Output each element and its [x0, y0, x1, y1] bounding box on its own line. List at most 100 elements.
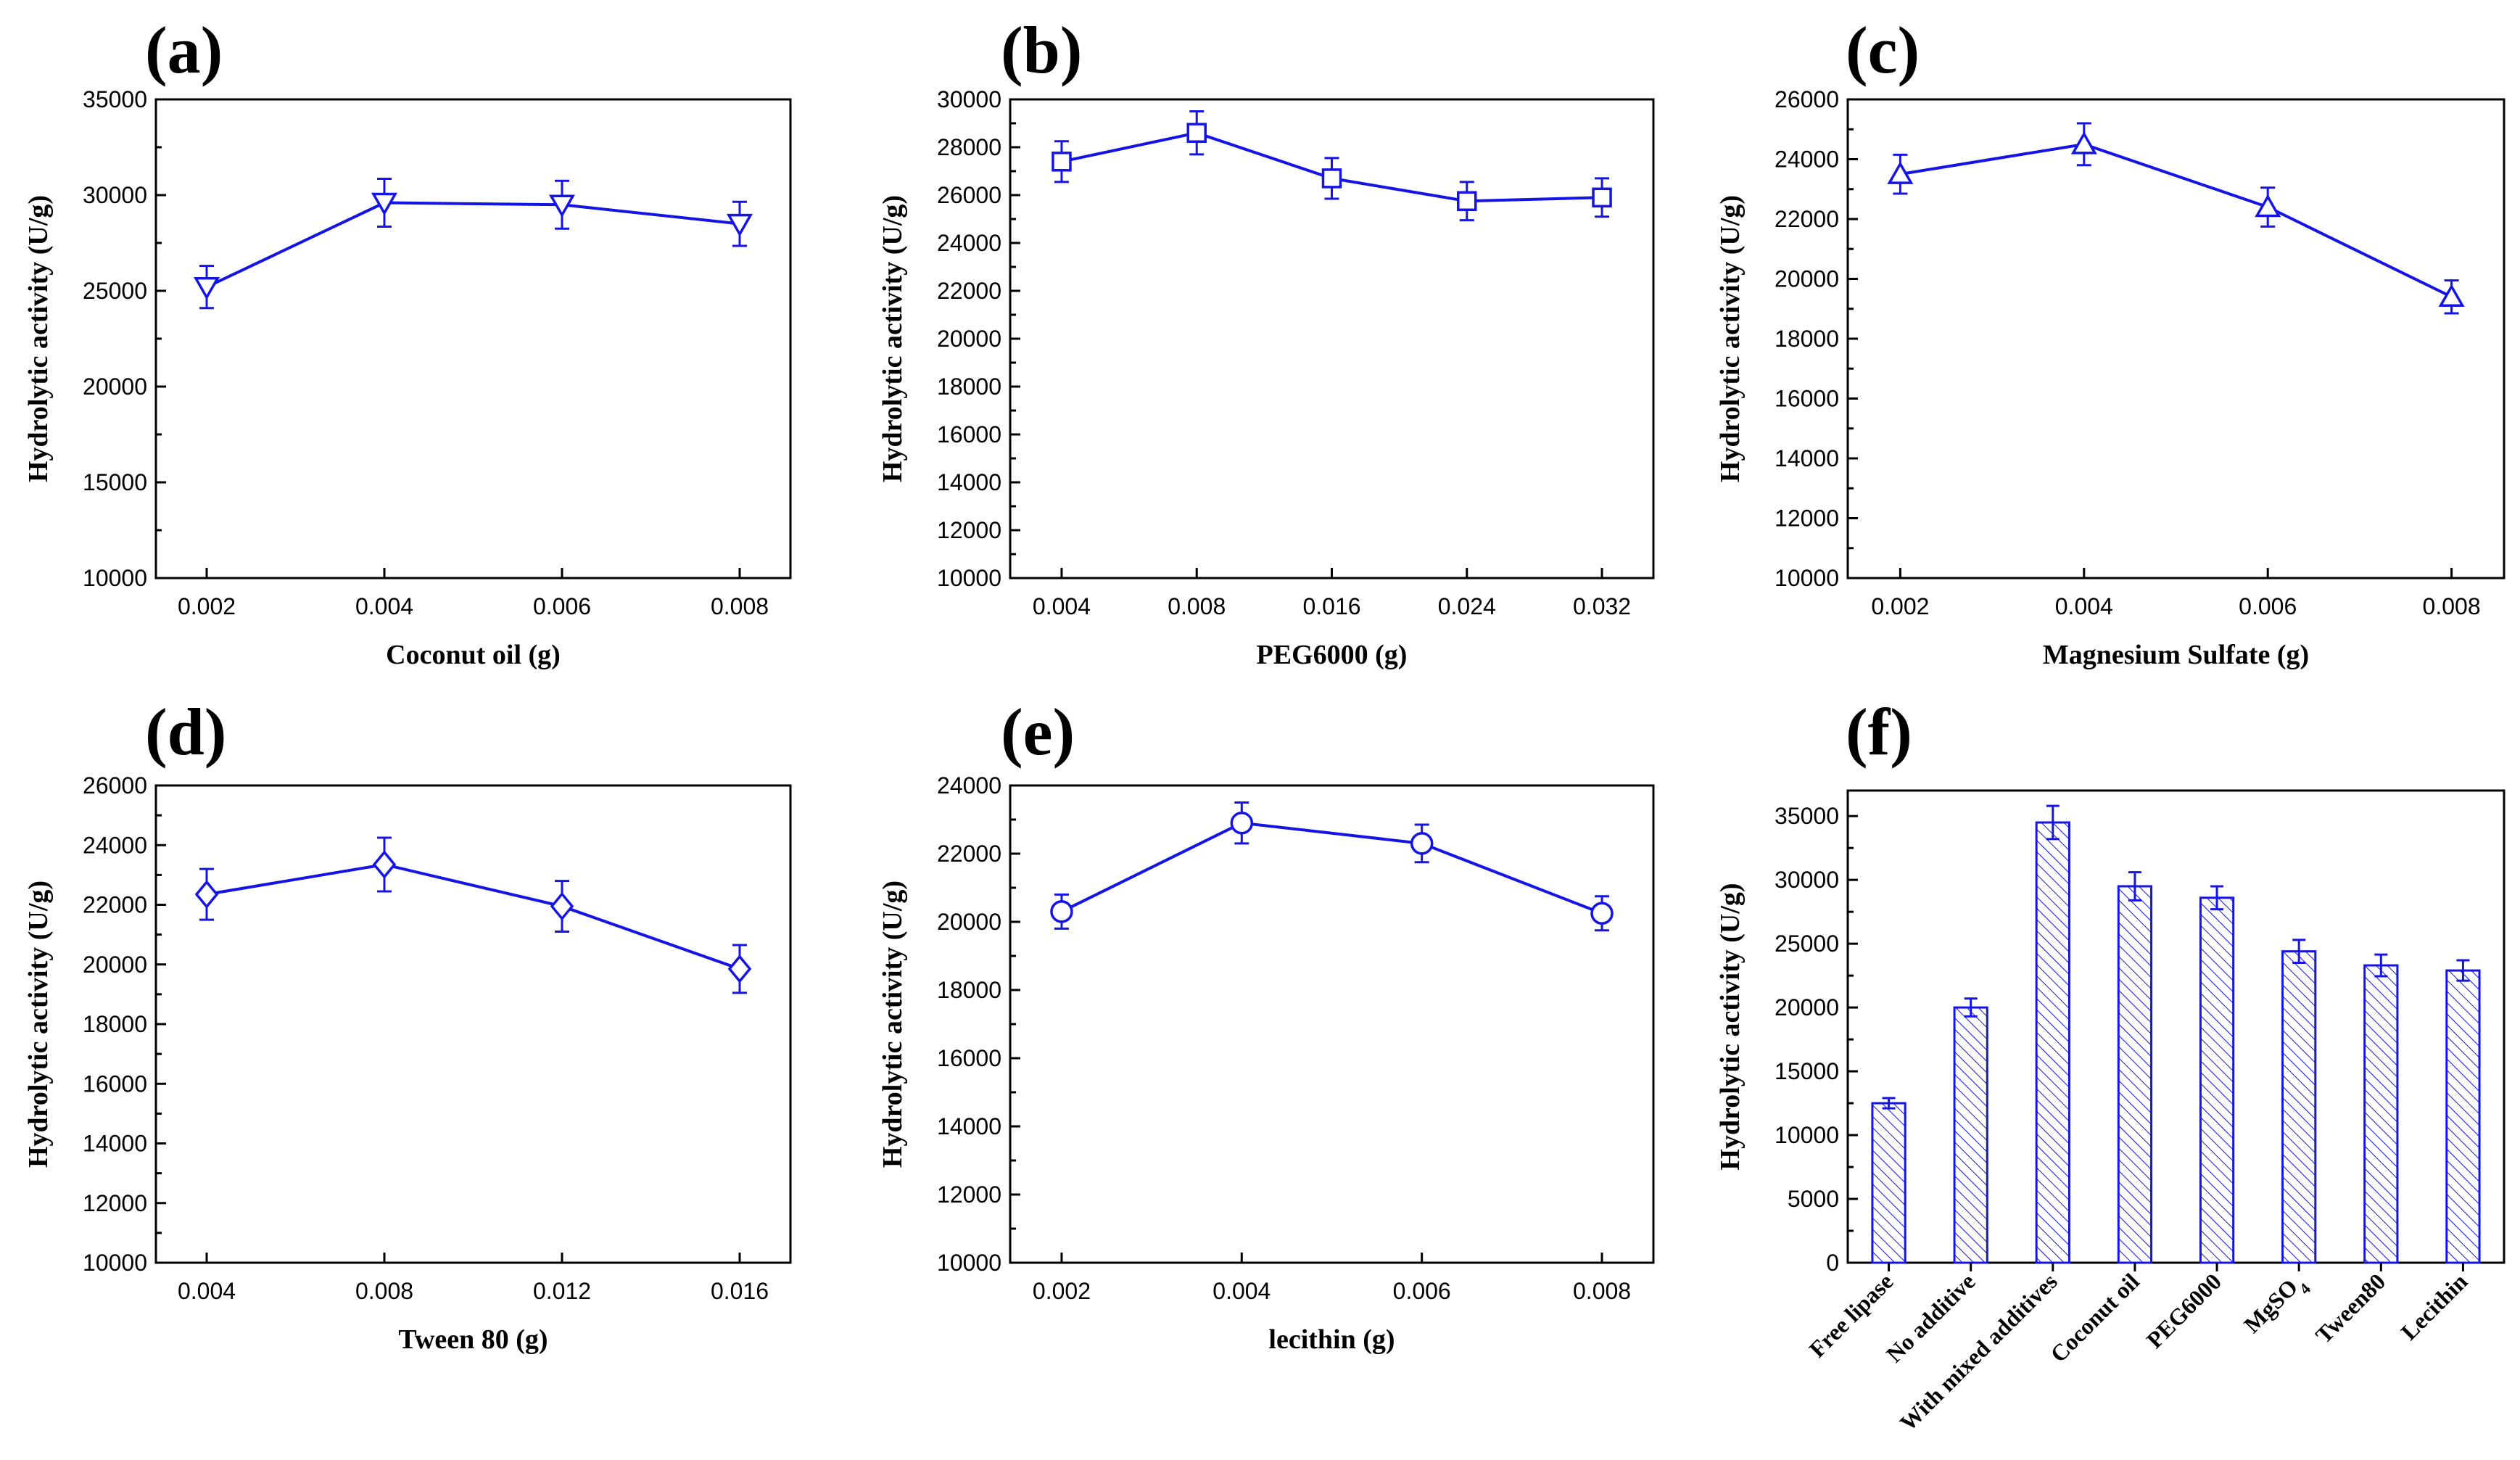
x-axis-title: lecithin (g) — [1268, 1324, 1395, 1355]
panel-label: (f) — [1846, 695, 1912, 769]
panel-e-lecithin: (e) 10000 12000 14000 16000 18000 20000 22000 24… — [877, 695, 1655, 1355]
y-tick-label: 26000 — [1775, 86, 1839, 112]
y-tick-label: 30000 — [83, 182, 147, 208]
y-tick-label: 24000 — [937, 230, 1001, 256]
bar — [2363, 964, 2399, 1264]
y-tick-label: 26000 — [937, 182, 1001, 208]
data-point-marker — [1052, 152, 1072, 172]
y-axis-title: Hydrolytic activity (U/g) — [877, 195, 908, 482]
y-tick-label: 18000 — [937, 374, 1001, 400]
y-tick-label: 20000 — [937, 326, 1001, 352]
y-tick-label: 26000 — [83, 772, 147, 799]
y-tick-label: 5000 — [1788, 1186, 1839, 1212]
y-tick-label: 20000 — [1775, 266, 1839, 292]
x-tick-label: 0.008 — [711, 593, 769, 619]
plot-frame — [154, 784, 792, 1264]
data-point-marker — [548, 194, 576, 218]
y-tick-label: 12000 — [937, 517, 1001, 543]
x-tick-label: 0.002 — [1033, 1278, 1091, 1304]
y-tick-label: 20000 — [83, 952, 147, 978]
y-tick-label: 14000 — [1775, 445, 1839, 471]
category-label: Tween80 — [2310, 1268, 2391, 1348]
y-tick-label: 18000 — [83, 1011, 147, 1037]
x-tick-label: 0.024 — [1438, 593, 1496, 619]
data-point-marker — [1457, 191, 1477, 211]
y-tick-label: 10000 — [937, 1250, 1001, 1276]
category-label: Lecithin — [2395, 1268, 2472, 1345]
x-tick-label: 0.016 — [1302, 593, 1360, 619]
y-tick-label: 14000 — [937, 469, 1001, 495]
y-tick-label: 22000 — [1775, 206, 1839, 232]
plot-frame — [154, 98, 792, 580]
data-point-marker — [1592, 187, 1612, 208]
panel-label: (e) — [1001, 695, 1075, 769]
y-axis-title: Hydrolytic activity (U/g) — [23, 195, 54, 482]
y-tick-label: 20000 — [937, 909, 1001, 935]
y-tick-label: 16000 — [937, 1045, 1001, 1071]
y-tick-label: 18000 — [937, 977, 1001, 1003]
y-tick-label: 10000 — [83, 1250, 147, 1276]
x-tick-label: 0.012 — [533, 1278, 591, 1304]
y-tick-label: 15000 — [1775, 1058, 1839, 1084]
x-tick-label: 0.006 — [2239, 593, 2297, 619]
y-tick-label: 28000 — [937, 134, 1001, 160]
y-tick-label: 0 — [1826, 1250, 1839, 1276]
y-tick-label: 22000 — [937, 841, 1001, 867]
data-point-marker — [372, 850, 397, 879]
y-tick-label: 12000 — [83, 1190, 147, 1216]
data-point-marker — [2070, 131, 2097, 154]
category-label: MgSO4 — [2239, 1268, 2314, 1343]
data-point-marker — [726, 213, 753, 237]
plot-frame — [1846, 789, 2505, 1264]
panel-label: (a) — [145, 13, 223, 87]
y-tick-label: 16000 — [1775, 386, 1839, 412]
data-point-marker — [1321, 168, 1342, 189]
y-tick-label: 20000 — [1775, 994, 1839, 1020]
x-axis-title: Tween 80 (g) — [398, 1324, 548, 1355]
data-point-marker — [371, 192, 398, 216]
series-line — [206, 862, 740, 970]
y-tick-label: 16000 — [937, 421, 1001, 448]
x-axis-title: Magnesium Sulfate (g) — [2043, 640, 2309, 670]
y-tick-label: 14000 — [937, 1113, 1001, 1139]
y-tick-label: 16000 — [83, 1071, 147, 1097]
y-tick-label: 18000 — [1775, 326, 1839, 352]
x-tick-label: 0.004 — [178, 1278, 236, 1304]
x-tick-label: 0.032 — [1573, 593, 1631, 619]
data-point-marker — [1050, 900, 1073, 923]
bar — [2035, 821, 2070, 1264]
panel-label: (d) — [145, 695, 226, 769]
x-tick-label: 0.004 — [2055, 593, 2113, 619]
data-point-marker — [550, 891, 574, 921]
data-point-marker — [1590, 902, 1614, 925]
panel-a-coconut-oil: (a) 10000 15000 20000 25000 30000 35000 Hydroly… — [23, 13, 792, 670]
y-tick-label: 35000 — [1775, 803, 1839, 829]
x-tick-label: 0.002 — [1871, 593, 1929, 619]
x-tick-label: 0.002 — [178, 593, 236, 619]
y-tick-label: 24000 — [1775, 147, 1839, 173]
y-tick-label: 25000 — [1775, 931, 1839, 957]
bar — [2445, 969, 2481, 1264]
y-tick-label: 14000 — [83, 1131, 147, 1157]
y-tick-label: 24000 — [937, 772, 1001, 799]
data-point-marker — [193, 276, 220, 300]
x-tick-label: 0.006 — [1393, 1278, 1451, 1304]
bar — [1871, 1102, 1906, 1264]
data-point-marker — [727, 954, 752, 983]
plot-frame — [1846, 98, 2505, 580]
data-point-marker — [1410, 832, 1434, 855]
panel-b-peg6000: (b) 10000 12000 14000 16000 18000 20000 22000 24… — [877, 13, 1655, 670]
y-tick-label: 10000 — [83, 565, 147, 591]
y-tick-label: 35000 — [83, 86, 147, 112]
category-label: Coconut oil — [2045, 1268, 2144, 1367]
panel-d-tween-80: (d) 10000 12000 14000 16000 18000 20000 22000 24… — [23, 695, 792, 1355]
y-tick-label: 12000 — [937, 1181, 1001, 1208]
x-tick-label: 0.004 — [355, 593, 413, 619]
panel-label: (c) — [1846, 13, 1920, 87]
y-axis-title: Hydrolytic activity (U/g) — [23, 880, 54, 1168]
panel-f-additive-comparison: (f) 0 5000 10000 15000 20000 25000 30000 35000 Hy… — [1715, 695, 2505, 1436]
bar — [2117, 885, 2153, 1264]
y-tick-label: 24000 — [83, 832, 147, 858]
y-tick-label: 22000 — [937, 278, 1001, 304]
